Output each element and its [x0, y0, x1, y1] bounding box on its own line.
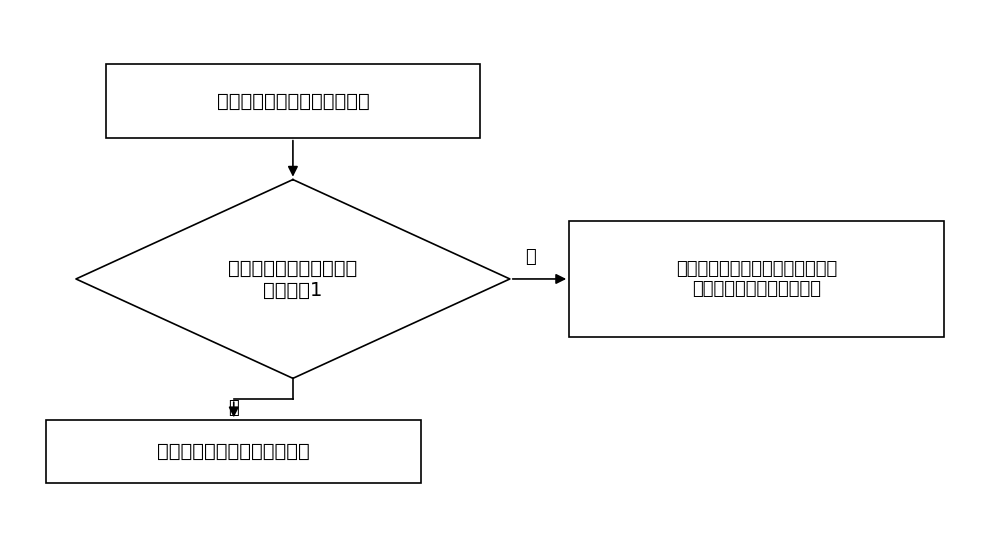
Text: 否: 否: [525, 248, 535, 266]
Text: 直接在内部节点插入预设电路: 直接在内部节点插入预设电路: [157, 442, 310, 461]
Text: 在对应的扇出逻辑锥中节点数量最
多的内部节点插入预设电路: 在对应的扇出逻辑锥中节点数量最 多的内部节点插入预设电路: [676, 259, 837, 299]
FancyBboxPatch shape: [106, 64, 480, 137]
Text: 第二节点集合中内部节点
数量等于1: 第二节点集合中内部节点 数量等于1: [228, 258, 358, 300]
Text: 第二节点集合中内部节点数量: 第二节点集合中内部节点数量: [217, 92, 369, 111]
Text: 是: 是: [228, 400, 239, 417]
FancyBboxPatch shape: [569, 221, 944, 337]
FancyBboxPatch shape: [46, 420, 421, 483]
